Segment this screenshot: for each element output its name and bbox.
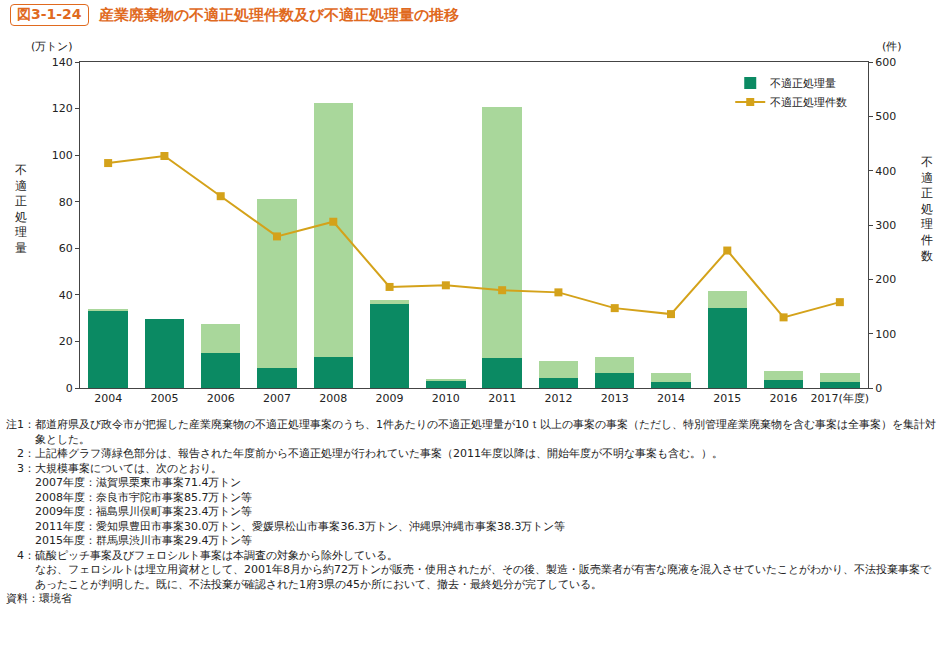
html-text:3：大規模事案については、次のとおり。: 3：大規模事案については、次のとおり。 xyxy=(6,461,222,475)
svg-text:2006: 2006 xyxy=(207,392,235,405)
svg-text:2008: 2008 xyxy=(319,392,347,405)
html-text:注1：都道府県及び政令市が把握した産業廃棄物の不適正処理事案: 注1：都道府県及び政令市が把握した産業廃棄物の不適正処理事案のうち、1件あたりの… xyxy=(6,418,936,446)
svg-text:(件): (件) xyxy=(882,40,902,53)
html-text:2009年度：福島県川俣町事案23.4万トン等: 2009年度：福島県川俣町事案23.4万トン等 xyxy=(35,505,253,518)
svg-text:60: 60 xyxy=(59,242,73,255)
svg-text:2009: 2009 xyxy=(376,392,404,405)
svg-text:500: 500 xyxy=(875,110,896,123)
svg-text:2014: 2014 xyxy=(657,392,685,405)
html-text:4：硫酸ピッチ事案及びフェロシルト事案は本調査の対象から除外: 4：硫酸ピッチ事案及びフェロシルト事案は本調査の対象から除外している。 xyxy=(6,548,398,562)
svg-text:40: 40 xyxy=(59,289,73,302)
svg-text:0: 0 xyxy=(875,382,882,395)
html-text:2008年度：奈良市宇陀市事案85.7万トン等: 2008年度：奈良市宇陀市事案85.7万トン等 xyxy=(35,490,253,504)
svg-text:2017(年度): 2017(年度) xyxy=(811,392,870,405)
html-text:2011年度：愛知県豊田市事案30.0万トン、愛媛県松山市事: 2011年度：愛知県豊田市事案30.0万トン、愛媛県松山市事案36.3万トン、沖… xyxy=(35,519,566,533)
svg-text:2011: 2011 xyxy=(488,392,516,405)
svg-text:2016: 2016 xyxy=(770,392,798,405)
svg-text:2015: 2015 xyxy=(713,392,741,405)
html-text:2007年度：滋賀県栗東市事案71.4万トン: 2007年度：滋賀県栗東市事案71.4万トン xyxy=(35,476,242,489)
svg-text:200: 200 xyxy=(875,273,896,286)
svg-text:2010: 2010 xyxy=(432,392,460,405)
svg-text:不適正処理量: 不適正処理量 xyxy=(15,163,27,255)
html-text:2：上記棒グラフ薄緑色部分は、報告された年度前から不適正処理: 2：上記棒グラフ薄緑色部分は、報告された年度前から不適正処理が行われていた事案（… xyxy=(6,447,723,460)
svg-text:120: 120 xyxy=(52,102,73,115)
svg-text:300: 300 xyxy=(875,219,896,232)
html-text:産業廃棄物の不適正処理件数及び不適正処理量の推移: 産業廃棄物の不適正処理件数及び不適正処理量の推移 xyxy=(98,5,459,24)
svg-text:不適正処理量: 不適正処理量 xyxy=(770,77,836,90)
svg-text:2012: 2012 xyxy=(544,392,572,405)
svg-text:0: 0 xyxy=(66,382,73,395)
svg-text:100: 100 xyxy=(52,149,73,162)
svg-text:2004: 2004 xyxy=(94,392,122,405)
svg-text:140: 140 xyxy=(52,56,73,69)
html-text:図3-1-24: 図3-1-24 xyxy=(17,6,82,22)
html-text:なお、フェロシルトは埋立用資材として、2001年8月から約7: なお、フェロシルトは埋立用資材として、2001年8月から約72万トンが販売・使用… xyxy=(35,563,931,591)
svg-text:2007: 2007 xyxy=(263,392,291,405)
svg-text:600: 600 xyxy=(875,56,896,69)
svg-text:不適正処理件数: 不適正処理件数 xyxy=(921,155,933,263)
svg-text:100: 100 xyxy=(875,328,896,341)
svg-text:2013: 2013 xyxy=(601,392,629,405)
svg-text:(万トン): (万トン) xyxy=(31,40,73,53)
svg-text:400: 400 xyxy=(875,165,896,178)
svg-text:80: 80 xyxy=(59,196,73,209)
html-text:2015年度：群馬県渋川市事案29.4万トン等: 2015年度：群馬県渋川市事案29.4万トン等 xyxy=(35,534,253,547)
svg-text:2005: 2005 xyxy=(150,392,178,405)
svg-text:不適正処理件数: 不適正処理件数 xyxy=(770,96,847,109)
svg-text:20: 20 xyxy=(59,335,73,348)
html-text:資料：環境省: 資料：環境省 xyxy=(6,592,72,605)
